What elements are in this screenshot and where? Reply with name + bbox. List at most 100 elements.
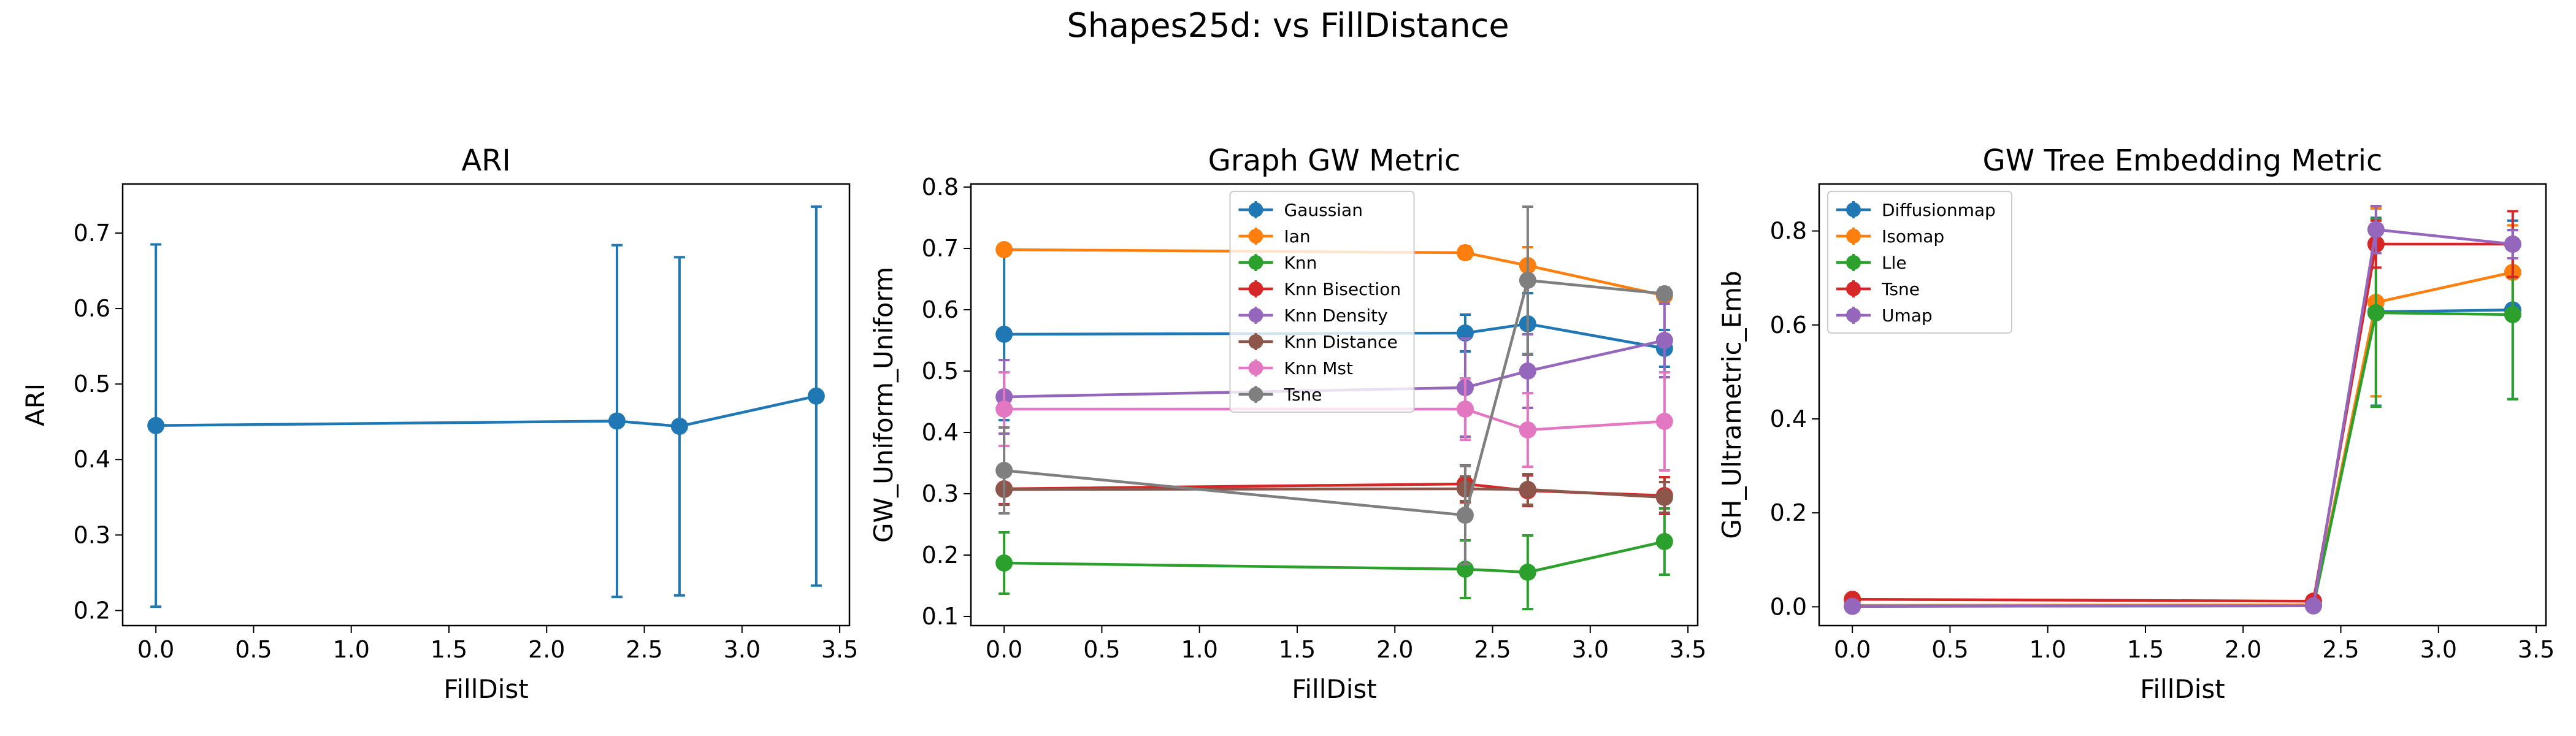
data-point: [995, 462, 1013, 479]
y-tick-label: 0.6: [922, 296, 959, 323]
series-umap: [1844, 205, 2521, 615]
legend-label: Knn Density: [1284, 305, 1388, 326]
series-line: [1004, 540, 1665, 574]
legend-label: Tsne: [1284, 385, 1322, 405]
legend-label: Knn: [1284, 253, 1317, 273]
legend-label: Umap: [1882, 305, 1933, 326]
legend: Gaussian Ian Knn Knn Bisection Knn Density Kn…: [1229, 191, 1415, 413]
series-line: [1852, 309, 2513, 608]
data-point: [1456, 507, 1474, 524]
x-tick-label: 3.0: [724, 636, 761, 663]
chart-title: GW Tree Embedding Metric: [1983, 144, 2383, 178]
data-point: [2367, 304, 2385, 321]
y-tick-label: 0.4: [74, 446, 110, 473]
x-tick-label: 3.0: [2420, 636, 2457, 663]
data-point: [2304, 597, 2322, 615]
figure-suptitle: Shapes25d: vs FillDistance: [1067, 6, 1509, 45]
data-point: [1655, 332, 1673, 349]
legend-marker: [1248, 229, 1263, 243]
x-tick-label: 2.0: [2225, 636, 2261, 663]
legend-box: [1229, 191, 1415, 413]
y-tick-label: 0.5: [922, 358, 959, 385]
y-tick-label: 0.4: [922, 419, 959, 446]
legend-marker: [1846, 255, 1861, 270]
y-tick-label: 0.7: [74, 220, 110, 247]
x-tick-label: 0.5: [1931, 636, 1968, 663]
y-axis-label: GW_Uniform_Uniform: [868, 267, 899, 543]
data-point: [1655, 413, 1673, 430]
x-tick-label: 2.0: [1376, 636, 1413, 663]
series-line: [1004, 487, 1665, 499]
data-point: [1456, 244, 1474, 261]
data-point: [1456, 401, 1474, 418]
legend-marker: [1248, 308, 1263, 323]
axes-frame: [970, 183, 1699, 627]
series-1: [147, 205, 825, 608]
x-tick-label: 3.0: [1572, 636, 1609, 663]
series-line: [1852, 311, 2513, 608]
legend-marker: [1248, 255, 1263, 270]
data-point: [1655, 489, 1673, 506]
series-line: [1003, 278, 1665, 517]
x-axis-label: FillDist: [2140, 674, 2225, 704]
y-tick-label: 0.1: [922, 603, 959, 630]
y-tick-label: 0.3: [74, 521, 110, 548]
legend-label: Diffusionmap: [1882, 200, 1996, 220]
x-tick-label: 0.0: [986, 636, 1022, 663]
series-tsne: [995, 205, 1673, 565]
x-tick-label: 2.5: [1474, 636, 1511, 663]
legend-marker: [1846, 308, 1861, 323]
chart-title: Graph GW Metric: [1208, 144, 1461, 178]
data-point: [147, 416, 165, 434]
chart-title: ARI: [461, 144, 510, 178]
data-point: [1519, 481, 1536, 498]
legend-label: Knn Distance: [1284, 332, 1398, 352]
axes-frame: [121, 183, 851, 627]
legend-marker: [1248, 387, 1263, 402]
legend-marker: [1846, 202, 1861, 217]
x-axis-label: FillDist: [443, 674, 528, 704]
data-point: [995, 401, 1013, 418]
x-tick-label: 0.5: [235, 636, 272, 663]
x-tick-label: 1.0: [2029, 636, 2066, 663]
y-tick-label: 0.5: [74, 370, 110, 397]
data-point: [1519, 421, 1536, 439]
data-point: [1655, 533, 1673, 550]
x-tick-label: 1.5: [431, 636, 467, 663]
x-tick-label: 0.5: [1083, 636, 1120, 663]
data-point: [995, 326, 1013, 343]
legend: Diffusionmap Isomap Lle Tsne Umap: [1827, 191, 2012, 334]
data-point: [608, 412, 626, 430]
x-tick-label: 0.0: [137, 636, 174, 663]
data-point: [670, 418, 688, 435]
data-point: [1519, 564, 1536, 581]
series-line: [156, 394, 817, 428]
chart-panel-1: ARI 0.0 0.5 1.0 1.5 2.0 2.5 3.0 3.5 0.2 0.3 0.4 0.5 0…: [20, 144, 858, 704]
legend-marker: [1248, 361, 1263, 375]
legend-label: Ian: [1284, 226, 1311, 247]
x-tick-label: 3.5: [821, 636, 858, 663]
legend-label: Gaussian: [1284, 200, 1363, 220]
axes-frame: [1818, 183, 2547, 627]
data-point: [807, 387, 825, 405]
legend-label: Knn Mst: [1284, 358, 1354, 378]
x-tick-label: 1.0: [332, 636, 369, 663]
y-tick-label: 0.0: [1770, 593, 1807, 620]
x-axis-label: FillDist: [1292, 674, 1376, 704]
data-point: [2504, 236, 2521, 253]
legend-marker: [1248, 282, 1263, 296]
x-tick-label: 0.0: [1834, 636, 1871, 663]
chart-panels: ARI 0.0 0.5 1.0 1.5 2.0 2.5 3.0 3.5 0.2 0.3 0.4 0.5 0…: [20, 144, 2555, 704]
data-point: [1844, 597, 1861, 615]
legend-marker: [1248, 334, 1263, 349]
y-axis-label: GH_Ultrametric_Emb: [1717, 270, 1747, 539]
x-tick-label: 3.5: [1669, 636, 1706, 663]
x-tick-label: 2.5: [2322, 636, 2359, 663]
chart-panel-2: Graph GW Metric 0.0 0.5 1.0 1.5 2.0 2.5 3.0 3.5 0…: [868, 144, 1706, 704]
x-tick-label: 1.5: [1279, 636, 1316, 663]
y-tick-label: 0.8: [1770, 218, 1807, 245]
x-tick-label: 2.5: [626, 636, 662, 663]
x-tick-label: 2.0: [528, 636, 565, 663]
y-tick-label: 0.2: [1770, 499, 1807, 526]
